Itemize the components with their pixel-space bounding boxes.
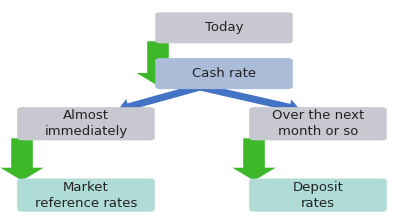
FancyBboxPatch shape — [17, 107, 155, 140]
Polygon shape — [118, 84, 201, 115]
Polygon shape — [232, 138, 276, 181]
FancyBboxPatch shape — [249, 178, 387, 212]
Text: Market
reference rates: Market reference rates — [35, 181, 137, 210]
FancyBboxPatch shape — [249, 107, 387, 140]
FancyBboxPatch shape — [155, 12, 293, 43]
Polygon shape — [0, 138, 44, 181]
FancyBboxPatch shape — [155, 58, 293, 89]
Text: Over the next
month or so: Over the next month or so — [272, 109, 364, 138]
Polygon shape — [136, 41, 180, 86]
Text: Today: Today — [205, 21, 243, 34]
Text: Cash rate: Cash rate — [192, 67, 256, 80]
Text: Almost
immediately: Almost immediately — [44, 109, 128, 138]
Text: Deposit
rates: Deposit rates — [292, 181, 344, 210]
Polygon shape — [199, 83, 300, 115]
FancyBboxPatch shape — [17, 178, 155, 212]
